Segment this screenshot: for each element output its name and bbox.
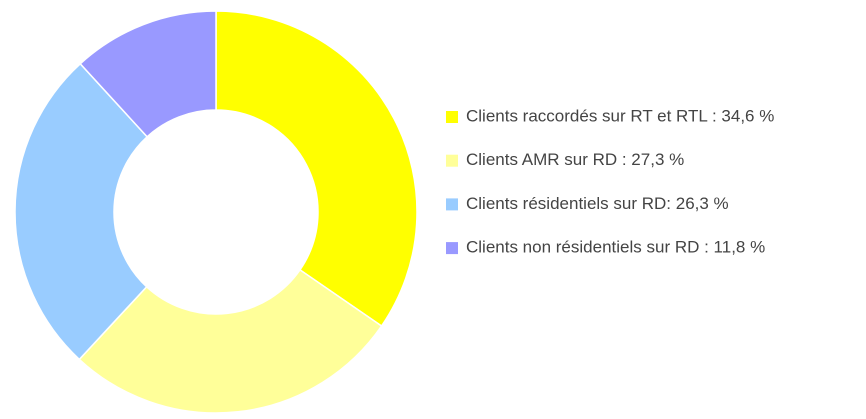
legend-label: Clients raccordés sur RT et RTL : 34,6 % bbox=[466, 106, 774, 125]
legend-swatch bbox=[446, 242, 458, 255]
donut-slice bbox=[79, 10, 217, 138]
legend-swatch bbox=[446, 154, 458, 167]
donut-slice bbox=[215, 10, 418, 328]
legend-label: Clients AMR sur RD : 27,3 % bbox=[466, 150, 684, 169]
legend-swatch bbox=[446, 111, 458, 123]
legend-swatch bbox=[446, 198, 458, 211]
legend-label: Clients résidentiels sur RD: 26,3 % bbox=[466, 194, 729, 213]
donut-slice bbox=[14, 62, 149, 361]
legend-label: Clients non résidentiels sur RD : 11,8 % bbox=[466, 238, 765, 257]
donut-slice bbox=[78, 268, 383, 414]
